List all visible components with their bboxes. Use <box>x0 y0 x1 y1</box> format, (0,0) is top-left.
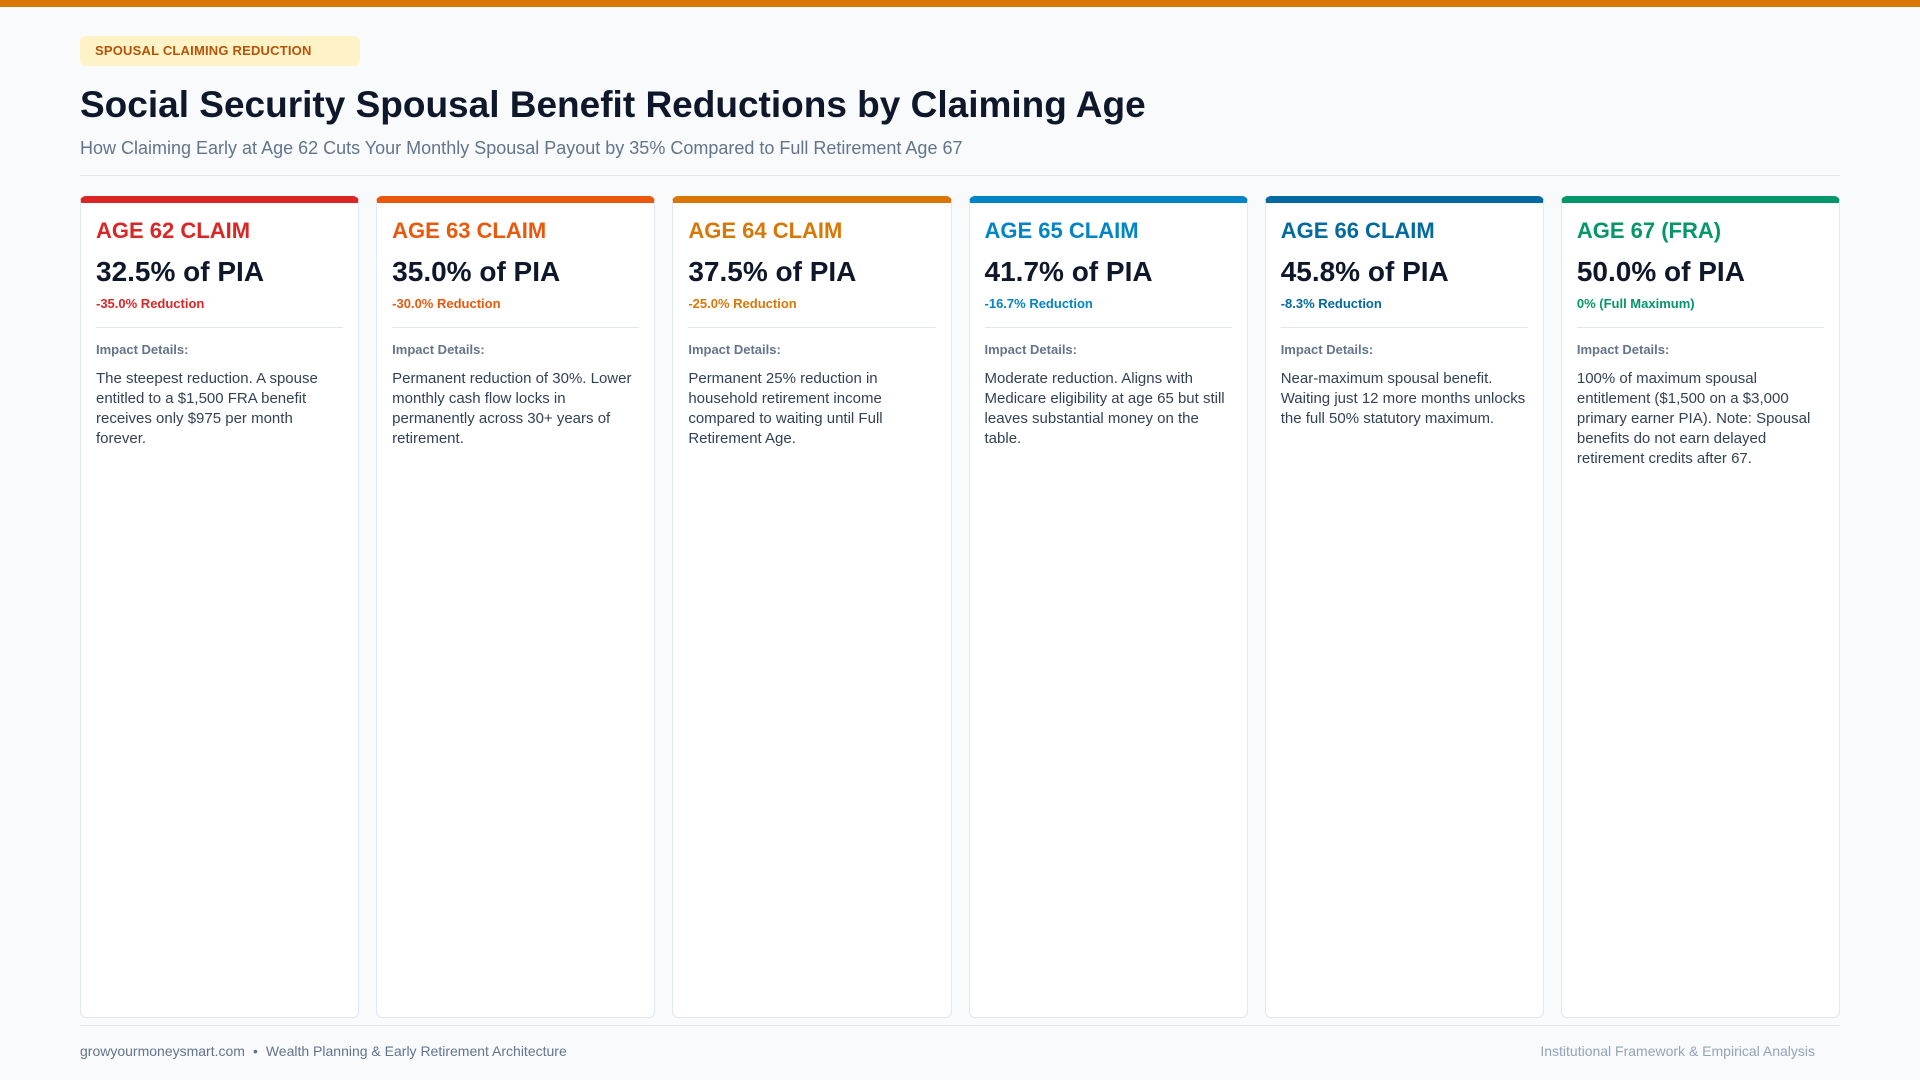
footer-site-link[interactable]: growyourmoneysmart.com <box>80 1043 245 1059</box>
card-reduction: -25.0% Reduction <box>688 296 797 311</box>
footer-right-text: Institutional Framework & Empirical Anal… <box>1540 1043 1815 1059</box>
card-age-67: AGE 67 (FRA) 50.0% of PIA 0% (Full Maxim… <box>1560 196 1841 1018</box>
impact-label: Impact Details: <box>688 342 781 357</box>
card-reduction: -16.7% Reduction <box>984 296 1093 311</box>
impact-text: Permanent reduction of 30%. Lower monthl… <box>392 370 632 447</box>
impact-text: Permanent 25% reduction in household ret… <box>688 370 883 447</box>
card-age-63: AGE 63 CLAIM 35.0% of PIA -30.0% Reducti… <box>376 196 656 1018</box>
card-divider <box>392 327 640 328</box>
cards-row: AGE 62 CLAIM 32.5% of PIA -35.0% Reducti… <box>80 196 1841 1018</box>
footer-separator: • <box>252 1043 258 1059</box>
card-age-64: AGE 64 CLAIM 37.5% of PIA -25.0% Reducti… <box>672 196 952 1018</box>
impact-label: Impact Details: <box>984 342 1077 357</box>
card-value: 35.0% of PIA <box>392 256 561 287</box>
impact-text: Near-maximum spousal benefit. Waiting ju… <box>1280 370 1526 427</box>
header-divider <box>80 175 1840 176</box>
impact-label: Impact Details: <box>1576 342 1670 357</box>
impact-text: Moderate reduction. Aligns with Medicare… <box>984 370 1225 447</box>
page-title: Social Security Spousal Benefit Reductio… <box>80 84 1146 125</box>
card-value: 37.5% of PIA <box>688 256 857 287</box>
card-divider <box>688 327 936 328</box>
card-divider <box>984 327 1232 328</box>
card-age-66: AGE 66 CLAIM 45.8% of PIA -8.3% Reductio… <box>1264 196 1544 1018</box>
footer-divider <box>80 1025 1840 1026</box>
card-title: AGE 65 CLAIM <box>984 218 1139 243</box>
card-divider <box>1576 327 1825 328</box>
impact-label: Impact Details: <box>1280 342 1374 357</box>
card-age-62: AGE 62 CLAIM 32.5% of PIA -35.0% Reducti… <box>80 196 360 1018</box>
category-tag: SPOUSAL CLAIMING REDUCTION <box>80 36 360 66</box>
card-reduction: 0% (Full Maximum) <box>1576 296 1695 311</box>
card-value: 41.7% of PIA <box>984 256 1153 287</box>
impact-label: Impact Details: <box>392 342 485 357</box>
card-title: AGE 63 CLAIM <box>392 218 547 243</box>
card-value: 50.0% of PIA <box>1576 256 1745 287</box>
card-divider <box>1280 327 1528 328</box>
card-value: 45.8% of PIA <box>1280 256 1449 287</box>
impact-label: Impact Details: <box>96 342 189 357</box>
card-value: 32.5% of PIA <box>96 256 265 287</box>
card-title: AGE 66 CLAIM <box>1280 218 1435 243</box>
top-accent-bar <box>0 0 1920 7</box>
main-container: SPOUSAL CLAIMING REDUCTION Social Securi… <box>80 36 1841 1018</box>
card-reduction: -35.0% Reduction <box>96 296 205 311</box>
card-title: AGE 64 CLAIM <box>688 218 843 243</box>
card-divider <box>96 327 344 328</box>
impact-text: The steepest reduction. A spouse entitle… <box>96 370 318 447</box>
card-reduction: -8.3% Reduction <box>1280 296 1382 311</box>
page-subtitle: How Claiming Early at Age 62 Cuts Your M… <box>80 138 963 158</box>
card-age-65: AGE 65 CLAIM 41.7% of PIA -16.7% Reducti… <box>968 196 1248 1018</box>
card-title: AGE 62 CLAIM <box>96 218 251 243</box>
footer-left: growyourmoneysmart.com • Wealth Planning &… <box>80 1042 567 1060</box>
impact-text: 100% of maximum spousal entitlement ($1,… <box>1576 370 1811 467</box>
footer-tagline: Wealth Planning & Early Retirement Archi… <box>265 1043 567 1059</box>
card-title: AGE 67 (FRA) <box>1576 218 1722 243</box>
card-reduction: -30.0% Reduction <box>392 296 501 311</box>
